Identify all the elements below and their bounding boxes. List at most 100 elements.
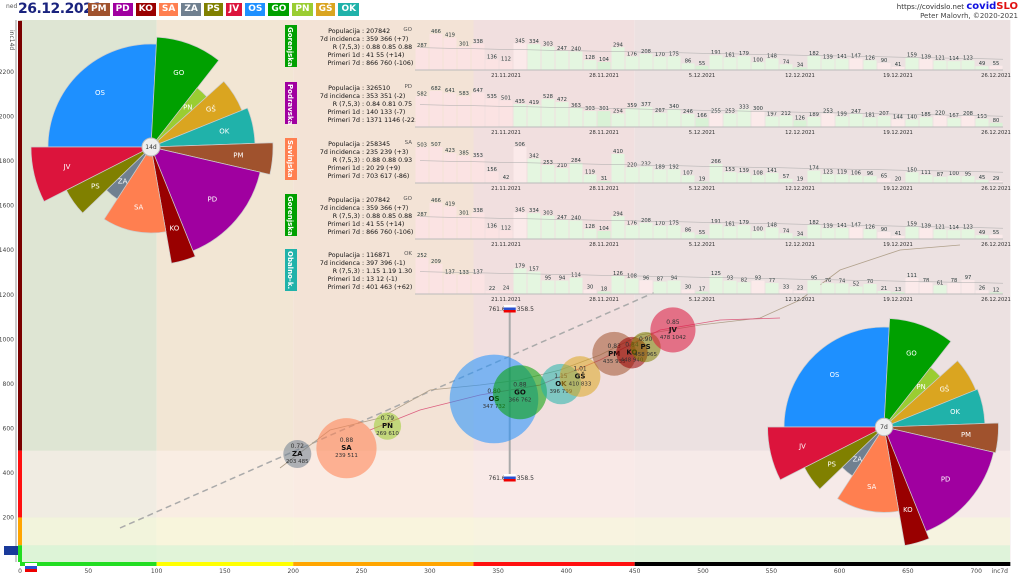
bar: [429, 264, 443, 294]
bar-label: 161: [725, 53, 735, 59]
bar: [541, 280, 555, 294]
bar-label: 19: [797, 177, 804, 183]
date-tick: 5.12.2021: [689, 186, 715, 192]
site-url[interactable]: https://covidslo.net: [896, 3, 964, 11]
bar: [961, 60, 975, 70]
bar: [891, 292, 905, 294]
bar-label: 74: [783, 228, 790, 234]
bar-label: 45: [979, 175, 986, 181]
bar-label: 175: [669, 220, 679, 226]
bar: [443, 274, 457, 294]
bar-label: 13: [895, 287, 902, 293]
info-label: Primeri 7d: [328, 117, 360, 124]
bar-label: 209: [431, 259, 441, 265]
brand-covid: covid: [966, 1, 997, 12]
info-value: : 353 351 (-2): [362, 93, 405, 100]
bubble-circle: [559, 356, 601, 397]
bar: [821, 113, 835, 127]
bar: [779, 64, 793, 70]
info-label: Populacija: [328, 197, 360, 204]
bar: [779, 233, 793, 239]
bar-label: 147: [851, 223, 861, 229]
bar: [835, 174, 849, 183]
bar: [737, 225, 751, 239]
bar-label: 303: [543, 42, 553, 48]
x-tick-label: 150: [219, 568, 231, 575]
pie-slice-label: PS: [91, 183, 100, 191]
bar-label: 126: [613, 271, 623, 277]
region-legend: PM PD KO SA ZA PS JV OS GO PN GŠ OK: [88, 3, 360, 16]
date-tick: 28.11.2021: [589, 242, 619, 248]
info-label: Populacija: [328, 28, 360, 35]
bar-label: 340: [669, 104, 679, 110]
pie-slice-label: OK: [219, 127, 230, 135]
x-scale-band-2: [293, 562, 474, 566]
date-tick: 5.12.2021: [689, 242, 715, 248]
bar-label: 139: [921, 223, 931, 229]
legend-SA: SA: [158, 3, 179, 16]
info-label: 7d incidenca: [320, 93, 360, 100]
bar: [499, 61, 513, 70]
bar: [905, 119, 919, 127]
bar: [723, 280, 737, 294]
bar: [485, 59, 499, 70]
bar-label: 126: [865, 55, 875, 61]
bar: [653, 112, 667, 127]
legend-OK: OK: [338, 3, 360, 16]
x-tick-label: 550: [766, 568, 778, 575]
bar: [807, 280, 821, 294]
x-tick-label: 250: [356, 568, 368, 575]
flag-stripe: [503, 479, 516, 482]
date-tick: 5.12.2021: [689, 130, 715, 136]
bar: [723, 113, 737, 127]
bar: [527, 104, 541, 127]
bar-label: 253: [725, 109, 735, 115]
bar: [821, 228, 835, 239]
bar-label: 191: [711, 219, 721, 225]
bar: [863, 117, 877, 127]
bar: [415, 258, 429, 294]
bar: [905, 278, 919, 294]
bar-label: 21: [881, 286, 888, 292]
bar-label: 18: [601, 286, 608, 292]
date-tick: 12.12.2021: [785, 242, 815, 248]
legend-KO: KO: [135, 3, 156, 16]
bar: [933, 229, 947, 239]
bar: [961, 116, 975, 127]
y-tick-label: 1000: [0, 336, 14, 343]
bar: [653, 281, 667, 294]
bar-label: 100: [949, 171, 959, 177]
info-value: : 703 617 (-86): [362, 173, 409, 180]
bar-label: 93: [755, 276, 762, 282]
bar: [597, 111, 611, 127]
legend-PD: PD: [112, 3, 133, 16]
bar-label: 74: [783, 59, 790, 65]
info-value: : 866 760 (-106): [362, 229, 413, 236]
bar: [513, 268, 527, 294]
pie-slice-label: GŠ: [206, 105, 216, 114]
bar-label: 112: [501, 56, 511, 62]
bar-label: 182: [809, 51, 819, 57]
bar-label: 359: [627, 103, 637, 109]
bar-label: 191: [711, 50, 721, 56]
bar: [611, 47, 625, 70]
bar-label: 78: [923, 278, 930, 284]
bar-label: 199: [837, 111, 847, 117]
bar: [961, 280, 975, 294]
bar-label: 90: [881, 58, 888, 64]
bar-label: 303: [543, 211, 553, 217]
date-tick: 28.11.2021: [589, 73, 619, 79]
bar-label: 192: [669, 164, 679, 170]
bubble-incidence: 203 485: [286, 459, 309, 465]
bar-label: 76: [825, 278, 832, 284]
pie-slice-label: PM: [233, 151, 243, 159]
bar-label: 466: [431, 198, 441, 204]
date-tick: 26.12.2021: [981, 297, 1011, 303]
bubble-code: PM: [608, 350, 620, 358]
bubble-r-value: 1.01: [573, 365, 587, 372]
legend-ZA: ZA: [181, 3, 201, 16]
bar-label: 136: [487, 223, 497, 229]
